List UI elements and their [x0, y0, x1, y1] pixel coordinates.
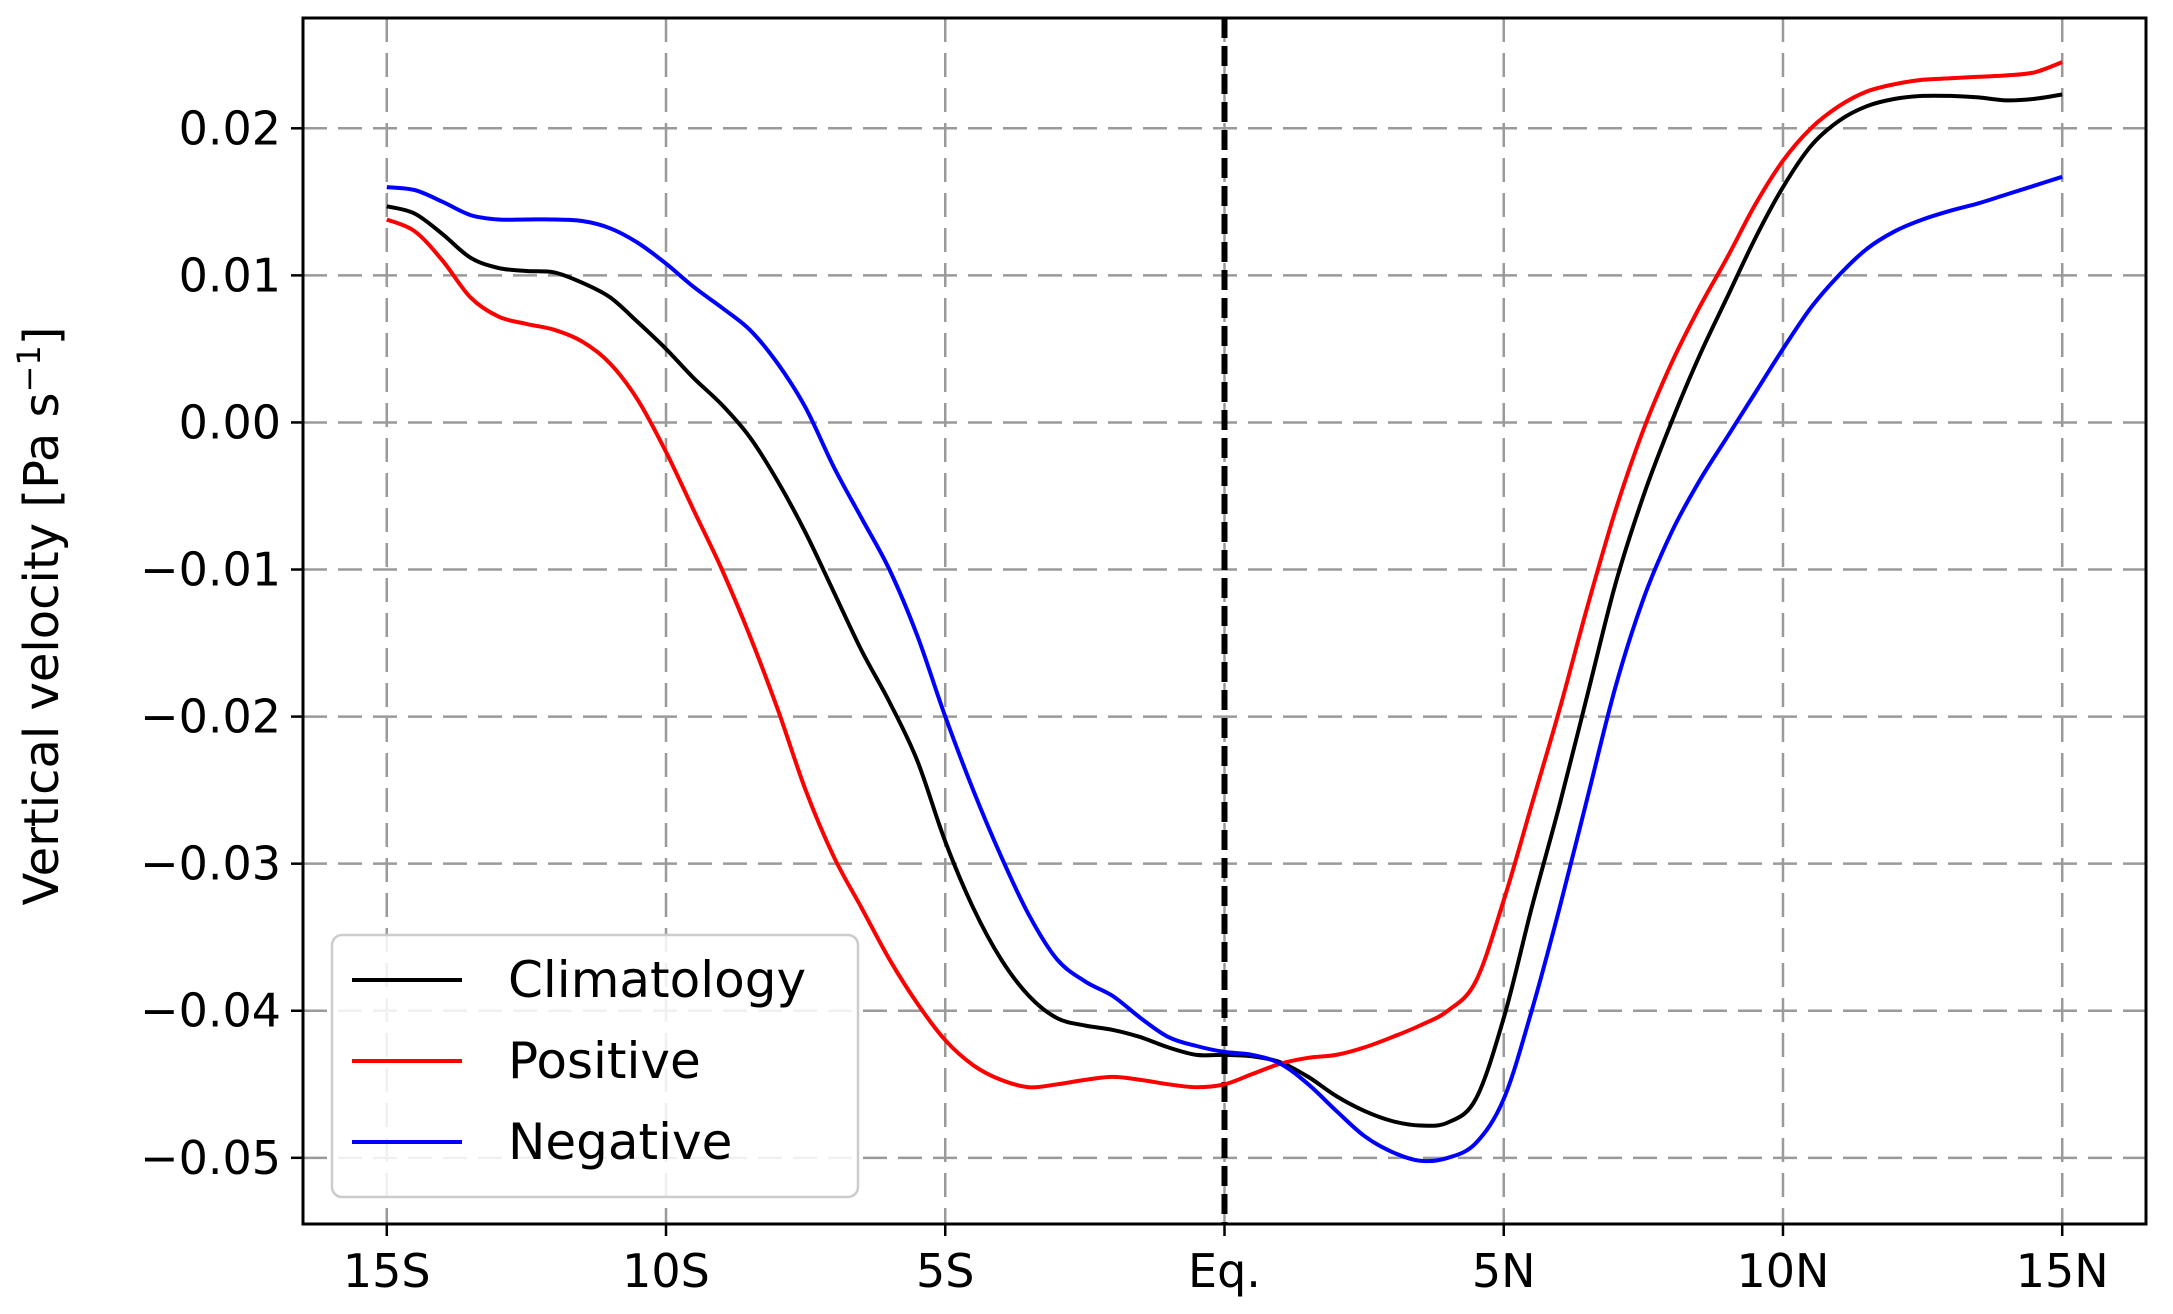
y-axis-label: Vertical velocity [Pa s−1]	[10, 327, 70, 906]
y-tick-label: −0.02	[140, 690, 281, 744]
legend-box	[330, 933, 860, 1199]
axis-ticks: 15S 10S 5S Eq. 5N 10N 15N 0.02 0.01 0.00 −0.01 −0.0…	[140, 101, 2109, 1298]
x-tick-label: 15S	[343, 1244, 431, 1298]
series-lines	[386, 60, 2063, 1164]
legend-label-climatology: Climatology	[508, 951, 806, 1009]
x-tick-label: 5S	[916, 1244, 974, 1298]
y-tick-label: −0.01	[140, 543, 281, 597]
x-tick-label: 10N	[1737, 1244, 1830, 1298]
x-tick-label: 10S	[622, 1244, 710, 1298]
legend: Climatology Positive Negative	[330, 933, 860, 1199]
x-tick-label: 15N	[2016, 1244, 2109, 1298]
y-tick-label: −0.05	[140, 1131, 281, 1185]
legend-label-positive: Positive	[508, 1032, 701, 1090]
y-tick-label: −0.04	[140, 984, 281, 1038]
grid-lines	[303, 18, 2146, 1224]
x-tick-label: Eq.	[1188, 1244, 1261, 1298]
y-tick-label: 0.01	[179, 248, 281, 302]
x-tick-label: 5N	[1472, 1244, 1536, 1298]
series-line-positive	[386, 60, 2063, 1090]
y-axis-label-close: ]	[14, 327, 70, 346]
series-line-negative	[386, 174, 2063, 1164]
y-tick-label: −0.03	[140, 837, 281, 891]
legend-label-negative: Negative	[508, 1113, 732, 1171]
y-tick-label: 0.02	[179, 101, 281, 155]
y-tick-label: 0.00	[179, 395, 281, 449]
y-axis-label-exponent: −1	[10, 345, 48, 392]
y-axis-label-main: Vertical velocity [Pa s	[14, 392, 70, 905]
